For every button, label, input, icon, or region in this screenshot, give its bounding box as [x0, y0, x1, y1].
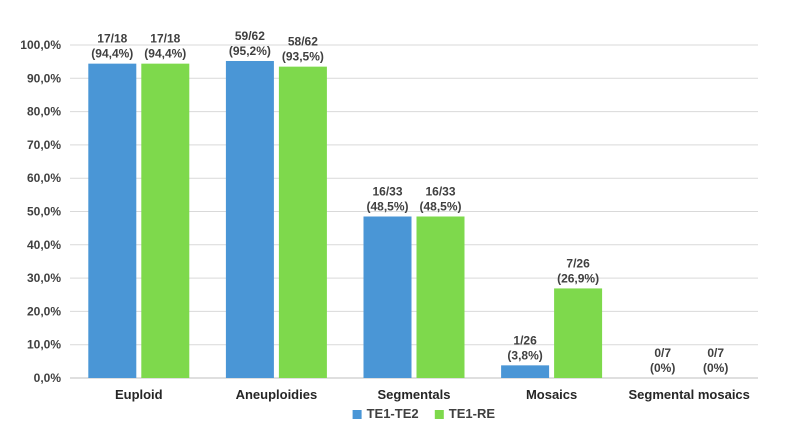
y-tick-label: 0,0%: [34, 371, 62, 385]
y-tick-label: 20,0%: [27, 304, 61, 318]
legend-swatch: [434, 410, 444, 419]
data-label: 17/18: [150, 32, 180, 46]
y-tick-label: 80,0%: [27, 105, 61, 119]
bar: [225, 60, 274, 378]
bar: [141, 63, 190, 378]
data-label: (48,5%): [419, 199, 461, 213]
data-label: (93,5%): [282, 50, 324, 64]
bar: [278, 66, 327, 379]
bar: [554, 288, 603, 378]
data-label: 59/62: [235, 29, 265, 43]
data-label: 7/26: [566, 256, 590, 270]
bar: [88, 63, 137, 378]
data-label: 16/33: [425, 184, 455, 198]
axis-layer: 0,0% 10,0% 20,0% 30,0% 40,0% 50,0% 60,0% 70,0% 8…: [20, 38, 758, 402]
data-label: 0/7: [707, 346, 724, 360]
y-tick-label: 100,0%: [20, 38, 61, 52]
data-label: 0/7: [654, 346, 671, 360]
x-category-label: Euploid: [115, 387, 163, 402]
bar: [363, 216, 412, 378]
bar-layer: [88, 60, 603, 379]
legend-label: TE1-TE2: [367, 406, 419, 421]
y-tick-label: 30,0%: [27, 271, 61, 285]
x-category-label: Segmentals: [378, 387, 451, 402]
label-layer: (94,4%)17/18(94,4%)17/18(95,2%)59/62(93,…: [91, 29, 728, 375]
y-tick-label: 40,0%: [27, 238, 61, 252]
data-label: (26,9%): [557, 271, 599, 285]
data-label: (94,4%): [91, 47, 133, 61]
x-category-label: Aneuploidies: [236, 387, 318, 402]
data-label: 1/26: [513, 333, 537, 347]
data-label: (48,5%): [366, 199, 408, 213]
y-tick-label: 10,0%: [27, 338, 61, 352]
data-label: (0%): [703, 361, 728, 375]
data-label: (0%): [650, 361, 675, 375]
data-label: 58/62: [288, 35, 318, 49]
legend-label: TE1-RE: [449, 406, 496, 421]
data-label: (95,2%): [229, 44, 271, 58]
data-label: (3,8%): [507, 348, 542, 362]
x-category-label: Mosaics: [526, 387, 577, 402]
legend: TE1-TE2 TE1-RE: [352, 406, 496, 421]
legend-swatch: [352, 410, 362, 419]
y-tick-label: 50,0%: [27, 205, 61, 219]
bar: [501, 365, 550, 378]
x-category-label: Segmental mosaics: [629, 387, 750, 402]
data-label: 17/18: [97, 32, 127, 46]
y-tick-label: 90,0%: [27, 71, 61, 85]
y-tick-label: 70,0%: [27, 138, 61, 152]
y-tick-label: 60,0%: [27, 171, 61, 185]
data-label: (94,4%): [144, 47, 186, 61]
bar: [416, 216, 465, 378]
data-label: 16/33: [372, 184, 402, 198]
